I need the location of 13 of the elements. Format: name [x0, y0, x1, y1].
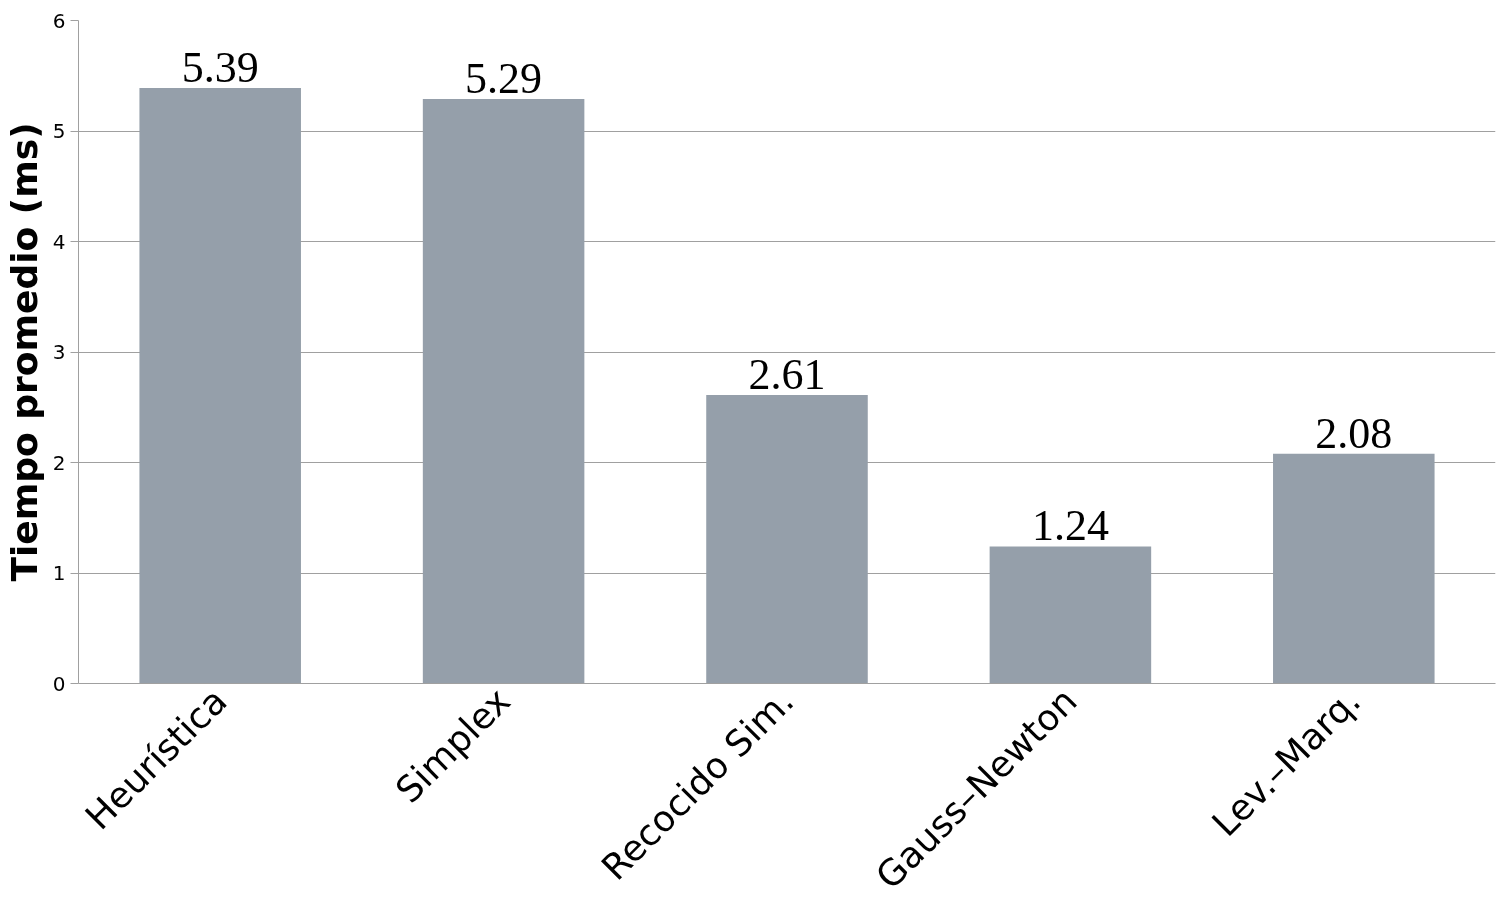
y-tick-label: 3	[52, 340, 66, 364]
y-tick-label: 4	[52, 229, 66, 254]
y-tick-label: 6	[52, 8, 66, 33]
y-axis-title: Tiempo promedio (ms)	[3, 122, 45, 582]
data-label: 5.39	[181, 42, 259, 92]
y-tick-label: 0	[52, 671, 66, 696]
data-label: 2.08	[1315, 408, 1393, 458]
data-label: 5.29	[465, 53, 543, 103]
y-tick-label: 2	[52, 450, 66, 475]
y-tick-label: 5	[52, 119, 66, 143]
data-label: 1.24	[1031, 501, 1109, 551]
y-tick-label: 1	[52, 561, 66, 585]
data-label: 2.61	[748, 350, 826, 400]
